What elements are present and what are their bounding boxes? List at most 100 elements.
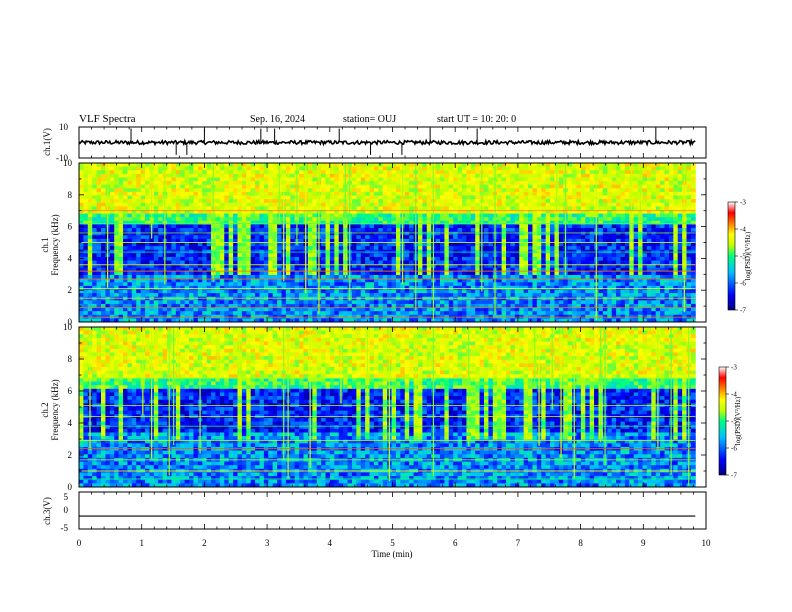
spectrogram-cell [435,293,441,298]
spectrogram-cell [321,293,326,298]
spectrogram-cell [391,224,397,229]
spectrogram-cell [501,256,507,261]
spectrogram-cell [484,318,489,323]
spectrogram-cell [462,314,467,319]
spectrogram-cell [440,195,445,200]
spectrogram-cell [329,278,335,283]
spectrogram-cell [426,293,432,298]
spectrogram-cell [219,173,225,178]
spectrogram-cell [457,202,463,207]
spectrogram-cell [189,242,194,247]
spectrogram-cell [219,166,225,171]
spectrogram-cell [558,217,564,222]
spectrogram-cell [373,307,379,312]
spectrogram-cell [369,220,375,225]
spectrogram-cell [255,184,260,189]
spectrogram-cell [528,209,533,214]
spectrogram-cell [523,296,529,301]
spectrogram-cell [514,184,520,189]
spectrogram-cell [440,173,445,178]
spectrogram-cell [497,275,503,280]
spectrogram-cell [391,275,397,280]
spectrogram-cell [536,242,542,247]
spectrogram-cell [171,238,177,243]
spectrogram-cell [140,256,146,261]
spectrogram-cell [435,209,441,214]
spectrogram-cell [197,271,203,276]
spectrogram-cell [259,173,265,178]
spectrogram-cell [259,278,265,283]
spectrogram-cell [369,260,375,265]
spectrogram-cell [523,166,529,171]
spectrogram-cell [127,191,133,196]
spectrogram-cell [532,246,538,251]
spectrogram-cell [224,267,230,272]
spectrogram-cell [426,256,432,261]
spectrogram-cell [145,289,150,294]
spectrogram-cell [87,242,93,247]
spectrogram-cell [365,271,370,276]
spectrogram-cell [404,228,410,233]
spectrogram-cell [409,253,414,258]
spectrogram-cell [470,195,476,200]
spectrogram-cell [259,275,265,280]
spectrogram-cell [307,303,313,308]
spectrogram-cell [470,289,476,294]
spectrogram-cell [153,296,159,301]
spectrogram-cell [96,278,102,283]
spectrogram-cell [404,231,410,236]
spectrogram-cell [109,318,115,323]
spectrogram-cell [514,170,520,175]
spectrogram-cell [453,285,459,290]
spectrogram-cell [360,242,366,247]
spectrogram-cell [536,184,542,189]
spectrogram-cell [145,231,150,236]
spectrogram-cell [96,188,102,193]
spectrogram-cell [532,195,538,200]
spectrogram-cell [96,300,102,305]
spectrogram-cell [92,278,98,283]
spectrogram-cell [127,231,133,236]
spectrogram-cell [127,224,133,229]
spectrogram-cell [409,191,414,196]
spectrogram-cell [101,296,106,301]
spectrogram-cell [250,220,256,225]
spectrogram-cell [519,278,525,283]
spectrogram-cell [299,209,304,214]
spectrogram-cell [136,238,142,243]
spectrogram-cell [307,289,313,294]
spectrogram-cell [312,303,318,308]
spectrogram-cell [435,318,441,323]
spectrogram-cell [241,311,247,316]
spectrogram-cell [171,246,177,251]
spectrogram-cell [96,242,102,247]
spectrogram-cell [514,202,520,207]
spectrogram-cell [83,213,89,218]
spectrogram-cell [426,173,432,178]
spectrogram-cell [321,173,326,178]
spectrogram-cell [488,206,494,211]
spectrogram-cell [180,220,186,225]
spectrogram-cell [241,289,247,294]
spectrogram-cell [360,289,366,294]
spectrogram-cell [444,224,450,229]
spectrogram-cell [158,303,164,308]
spectrogram-cell [312,188,318,193]
spectrogram-cell [365,220,370,225]
spectrogram-cell [506,282,511,287]
spectrogram-cell [510,289,516,294]
spectrogram-cell [83,293,89,298]
spectrogram-cell [175,213,181,218]
spectrogram-cell [290,209,296,214]
spectrogram-cell [395,188,401,193]
spectrogram-cell [109,264,115,269]
spectrogram-cell [215,293,221,298]
spectrogram-cell [470,181,476,186]
spectrogram-cell [105,307,111,312]
spectrogram-cell [189,202,194,207]
spectrogram-cell [484,282,489,287]
spectrogram-cell [453,293,459,298]
spectrogram-cell [259,285,265,290]
spectrogram-cell [184,318,190,323]
spectrogram-cell [523,184,529,189]
